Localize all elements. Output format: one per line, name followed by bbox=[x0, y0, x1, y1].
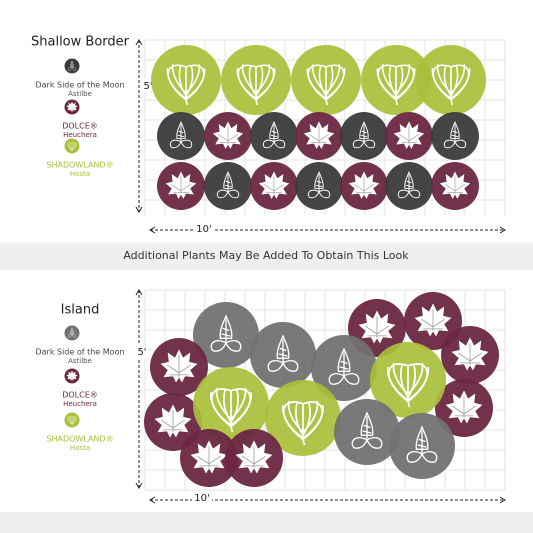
panel-title: Shallow Border bbox=[31, 35, 130, 50]
legend-name: Dark Side of the Moon bbox=[35, 81, 124, 90]
legend-name: DOLCE® bbox=[62, 122, 98, 131]
panels: 10' 5' Shallow Border Dark Side of the Moon… bbox=[31, 35, 506, 505]
legend-name: SHADOWLAND® bbox=[46, 435, 113, 444]
panel-title: Island bbox=[61, 303, 100, 318]
width-label: 10' bbox=[194, 493, 209, 504]
legend-genus: Heuchera bbox=[63, 400, 97, 408]
legend-genus: Heuchera bbox=[63, 131, 97, 139]
legend-genus: Hosta bbox=[70, 444, 90, 452]
label-bg bbox=[136, 345, 148, 359]
label-bg bbox=[194, 222, 214, 236]
banner: Additional Plants May Be Added To Obtain… bbox=[123, 249, 409, 262]
legend-genus: Hosta bbox=[70, 170, 90, 178]
legend-name: SHADOWLAND® bbox=[46, 161, 113, 170]
height-label: 5' bbox=[143, 81, 152, 92]
arrow-head bbox=[135, 39, 143, 213]
legend-name: Dark Side of the Moon bbox=[35, 348, 124, 357]
arrow-head bbox=[149, 496, 506, 504]
legend-name: DOLCE® bbox=[62, 391, 98, 400]
label-bg bbox=[142, 79, 154, 93]
legend-genus: Astilbe bbox=[68, 90, 92, 98]
width-label: 10' bbox=[196, 224, 211, 235]
height-label: 5' bbox=[137, 347, 146, 358]
arrow-head bbox=[135, 289, 143, 489]
legend-genus: Astilbe bbox=[68, 357, 92, 365]
panel: 10' 5' Shallow Border Dark Side of the Moon… bbox=[31, 35, 506, 236]
arrow-head bbox=[149, 226, 506, 234]
label-bg bbox=[192, 491, 212, 505]
